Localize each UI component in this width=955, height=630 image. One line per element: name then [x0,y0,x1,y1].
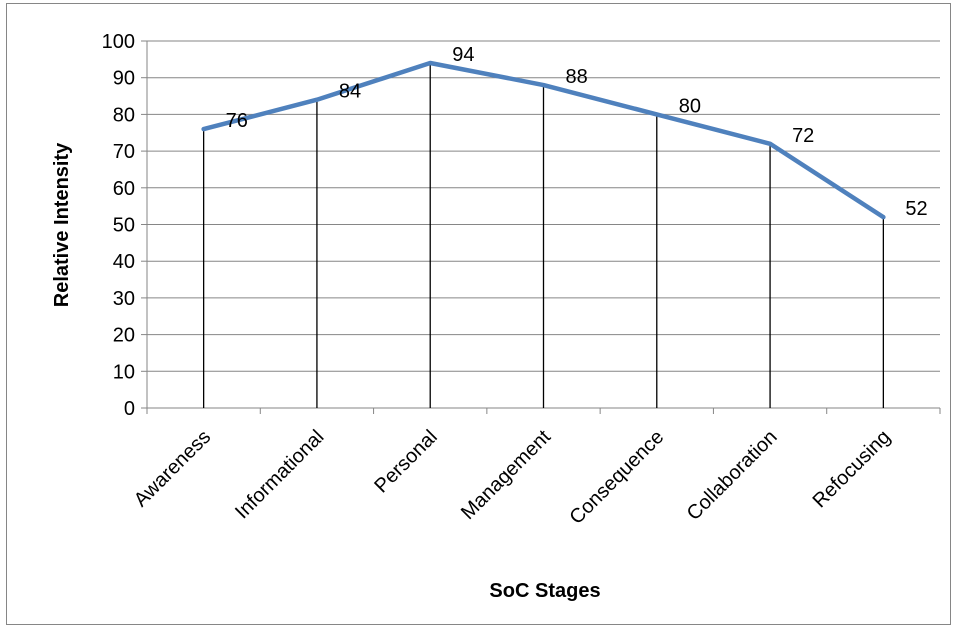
data-point [428,61,433,66]
data-point [654,112,659,117]
data-labels: 76 84 94 88 80 72 52 [226,44,928,220]
y-tick-label: 0 [124,398,135,420]
data-label: 72 [792,125,814,147]
data-point [768,141,773,146]
data-point [541,83,546,88]
x-tick-label: Management [457,426,555,524]
x-tick-label: Personal [370,426,441,497]
data-point [881,215,886,220]
y-tick-label: 30 [113,288,135,310]
y-tick-label: 70 [113,141,135,163]
data-label: 94 [452,44,474,66]
y-tick-label: 50 [113,215,135,237]
chart-frame [6,3,951,625]
y-tick-label: 20 [113,325,135,347]
data-label: 80 [679,95,701,117]
series [201,60,886,220]
axes [141,40,941,414]
x-tick-label: Refocusing [809,426,895,512]
y-axis-title: Relative Intensity [51,142,73,307]
y-tick-label: 100 [102,31,135,53]
x-tick-label: Informational [231,426,328,523]
gridlines [147,40,940,372]
y-tick-labels: 0 10 20 30 40 50 60 70 80 90 100 [102,31,135,420]
y-tick-label: 40 [113,251,135,273]
data-point [201,127,206,132]
y-tick-label: 10 [113,361,135,383]
data-label: 76 [226,110,248,132]
x-tick-label: Awareness [130,426,215,511]
x-tick-labels: Awareness Informational Personal Management… [130,426,895,529]
data-point [314,97,319,102]
data-label: 84 [339,81,361,103]
x-tick-label: Consequence [565,426,668,529]
data-label: 52 [905,198,927,220]
x-tick-label: Collaboration [683,426,782,525]
drop-lines [202,63,885,408]
x-axis-title: SoC Stages [489,580,600,602]
y-tick-label: 60 [113,178,135,200]
y-tick-label: 80 [113,104,135,126]
data-label: 88 [566,66,588,88]
y-tick-label: 90 [113,68,135,90]
